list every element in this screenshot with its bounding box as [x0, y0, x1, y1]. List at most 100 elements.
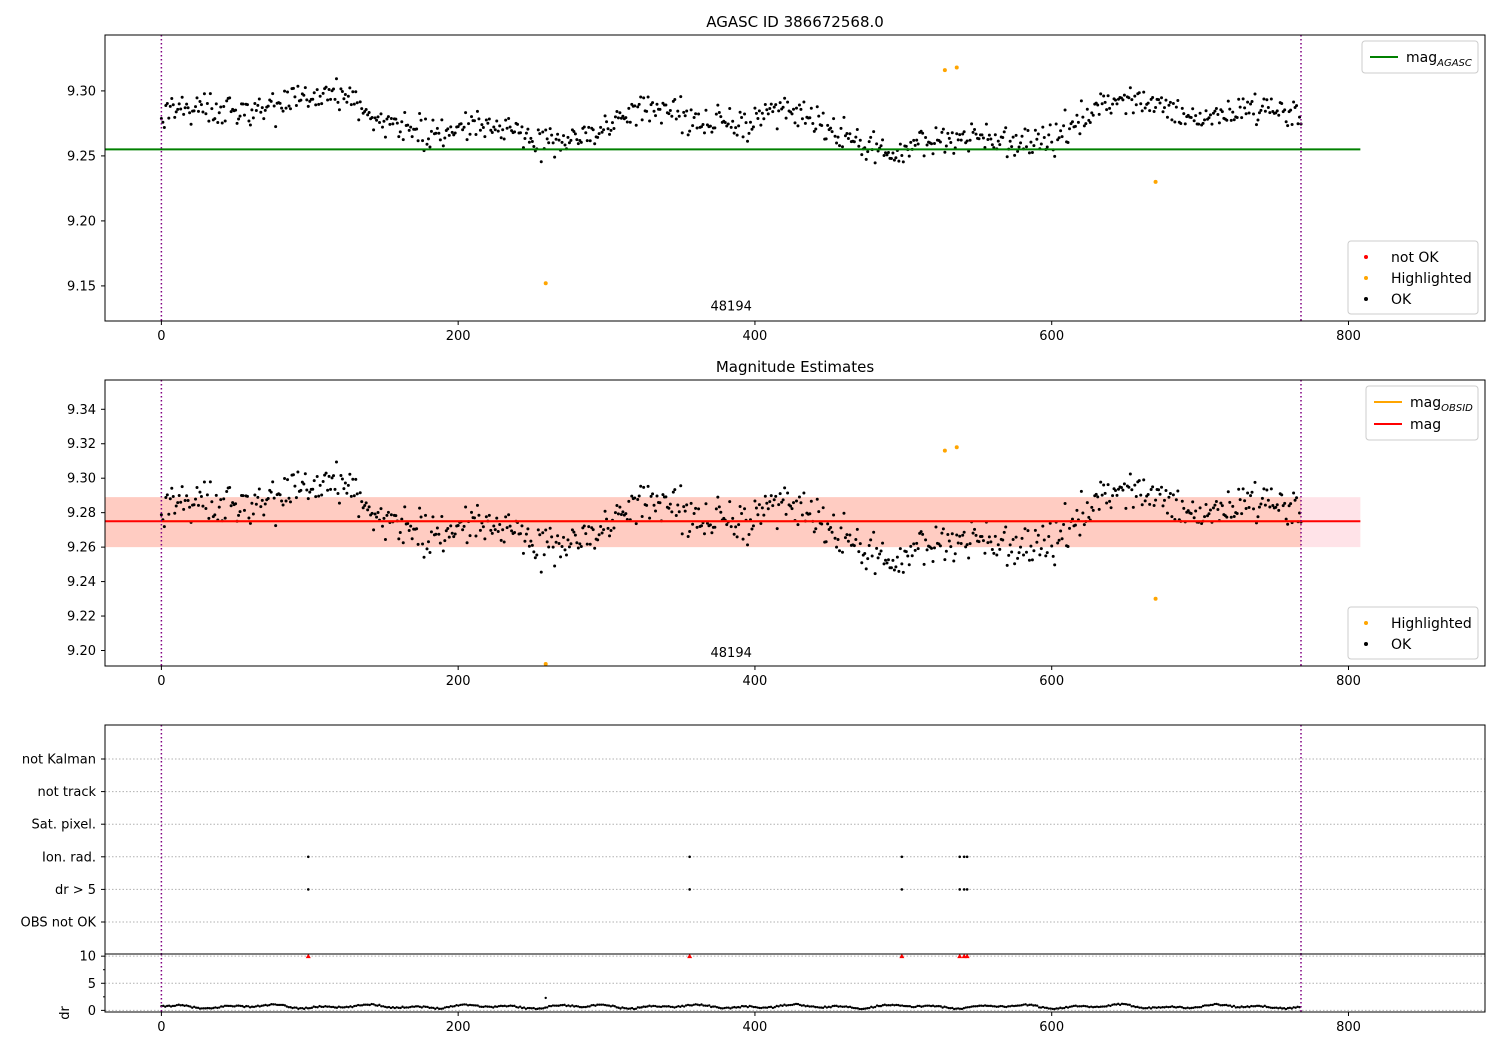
ok-point: [409, 125, 413, 129]
ok-point: [901, 570, 905, 574]
dr-point: [1103, 1005, 1106, 1008]
y-tick-label: 9.24: [67, 575, 96, 590]
dr-point: [355, 1004, 358, 1008]
legend-point-label: Highlighted: [1391, 271, 1472, 287]
dr-point: [702, 1004, 705, 1007]
dr-point: [665, 1005, 668, 1008]
dr-point: [1062, 1006, 1066, 1010]
highlighted-point: [942, 448, 947, 453]
ok-point: [535, 553, 539, 557]
ok-point: [924, 538, 928, 542]
ok-point: [1214, 499, 1218, 503]
dr-point: [895, 1003, 898, 1007]
legend-point-swatch: [1364, 276, 1368, 280]
ok-point: [668, 502, 672, 506]
dr-point: [405, 1006, 408, 1009]
dr-point: [547, 1004, 551, 1008]
ok-point: [956, 138, 960, 142]
ok-point: [800, 513, 804, 517]
dr-point: [744, 1004, 748, 1008]
dr-point: [927, 1004, 931, 1007]
ok-point: [772, 498, 776, 502]
ok-point: [379, 507, 383, 511]
dr-point: [848, 1005, 852, 1009]
dr-point: [571, 1004, 574, 1007]
dr-point: [929, 1004, 933, 1008]
ok-point: [498, 124, 502, 128]
dr-point: [1051, 1007, 1054, 1011]
ok-point: [397, 537, 401, 541]
ok-point: [950, 532, 954, 536]
ok-point: [1068, 526, 1072, 530]
dr-point: [326, 1005, 329, 1008]
ok-point: [1140, 109, 1144, 113]
ok-point: [815, 497, 819, 501]
flag-point: [965, 888, 969, 891]
ok-point: [1256, 118, 1260, 122]
ok-point: [1265, 98, 1269, 102]
dr-point: [434, 1007, 437, 1011]
dr-point: [760, 1006, 763, 1010]
ok-point: [906, 554, 910, 558]
ok-point: [1085, 501, 1089, 505]
ok-point: [431, 515, 435, 519]
ok-point: [523, 136, 527, 140]
ok-point: [934, 126, 938, 130]
dr-point: [551, 1004, 555, 1007]
dr-point: [783, 1003, 786, 1006]
ok-point: [608, 534, 612, 538]
ok-point: [308, 490, 312, 494]
ok-point: [303, 472, 307, 476]
ok-point: [529, 136, 533, 140]
ok-point: [649, 494, 653, 498]
ok-point: [729, 125, 733, 129]
highlighted-point: [942, 68, 947, 73]
dr-point: [1223, 1003, 1226, 1007]
ok-point: [646, 484, 650, 488]
ok-point: [196, 503, 200, 507]
ok-point: [821, 506, 825, 510]
ok-point: [1094, 492, 1098, 496]
ok-point: [539, 160, 543, 164]
dr-point: [673, 1006, 676, 1009]
ok-point: [456, 524, 460, 528]
ok-point: [811, 121, 815, 125]
ok-point: [530, 543, 534, 547]
dr-point: [1078, 1005, 1081, 1008]
ok-point: [1097, 507, 1101, 511]
ok-point: [993, 133, 997, 137]
ok-point: [1016, 149, 1020, 153]
ok-point: [886, 150, 890, 154]
ok-point: [576, 142, 580, 146]
ok-point: [833, 134, 837, 138]
ok-point: [563, 548, 567, 552]
dr-point: [623, 1006, 626, 1010]
dr-point: [953, 1007, 956, 1011]
dr-point: [636, 1006, 640, 1009]
ok-point: [1130, 98, 1134, 102]
ok-point: [826, 522, 830, 526]
ok-point: [248, 521, 252, 525]
dr-point: [1201, 1004, 1205, 1008]
dr-point: [856, 1007, 859, 1010]
ok-point: [796, 124, 800, 128]
ok-point: [256, 103, 260, 107]
highlighted-point: [1153, 179, 1158, 184]
ok-point: [741, 135, 745, 139]
ok-point: [1182, 112, 1186, 116]
ok-point: [306, 104, 310, 108]
dr-point: [941, 1006, 944, 1009]
dr-point: [407, 1006, 410, 1009]
ok-point: [444, 529, 448, 533]
dr-point: [887, 1004, 890, 1007]
ok-point: [247, 119, 251, 123]
ok-point: [1134, 495, 1138, 499]
x-tick-label: 600: [1039, 674, 1064, 689]
ok-point: [407, 128, 411, 132]
ok-point: [913, 548, 917, 552]
ok-point: [1216, 113, 1220, 117]
ok-point: [716, 495, 720, 499]
ok-point: [332, 474, 336, 478]
dr-point: [991, 1005, 994, 1008]
ok-point: [1170, 118, 1174, 122]
